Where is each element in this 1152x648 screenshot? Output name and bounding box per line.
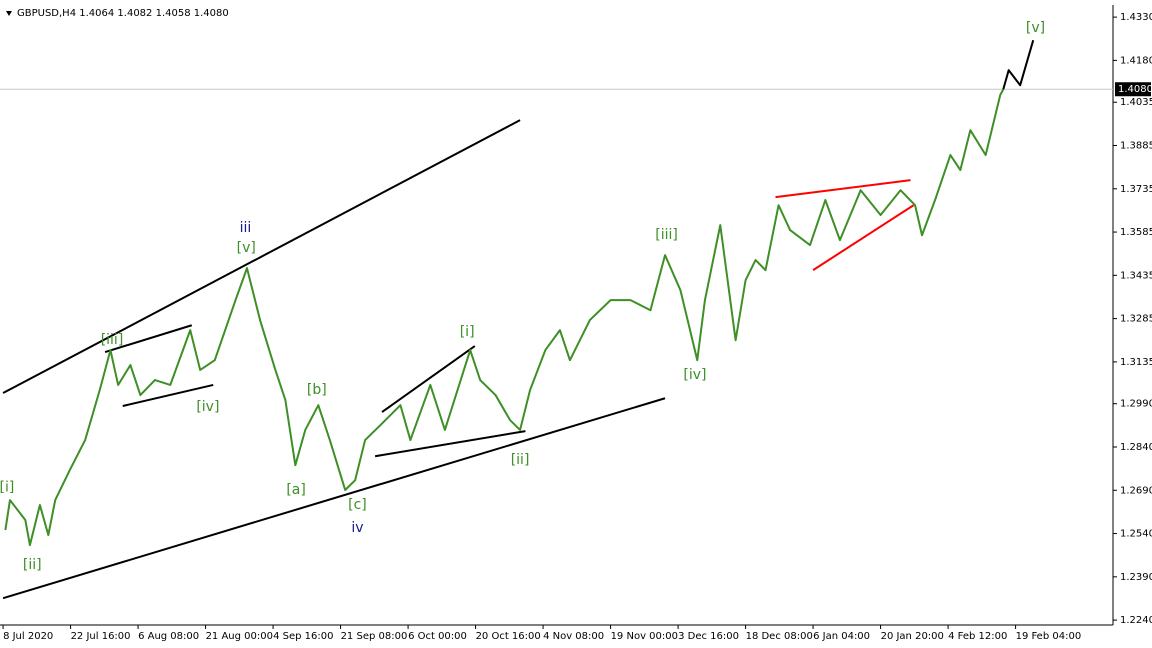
trend-line [2, 119, 521, 394]
x-tick-label: 6 Jan 04:00 [813, 631, 870, 642]
price-line [1002, 39, 1035, 90]
wave-label: [a] [286, 482, 306, 498]
wave-label: iv [351, 520, 363, 536]
x-tick-label: 6 Oct 00:00 [408, 631, 467, 642]
trend-line [812, 204, 915, 271]
y-tick-label: 1.4035 [1120, 97, 1152, 108]
y-tick-label: 1.3735 [1120, 184, 1152, 195]
trend-line [381, 345, 476, 413]
y-tick-label: 1.2540 [1120, 529, 1152, 540]
wave-label: iii [240, 220, 252, 236]
last-price-tag [1115, 82, 1151, 97]
x-tick-label: 3 Dec 16:00 [678, 631, 739, 642]
y-tick-label: 1.4180 [1120, 55, 1152, 66]
wave-label: [c] [348, 497, 367, 513]
y-tick-label: 1.2840 [1120, 442, 1152, 453]
x-tick-label: 4 Feb 12:00 [948, 631, 1007, 642]
price-line [4, 88, 1005, 547]
wave-label: [b] [307, 382, 327, 398]
x-tick-label: 8 Jul 2020 [3, 631, 53, 642]
wave-label: [iii] [655, 227, 678, 243]
wave-label: [v] [237, 240, 256, 256]
y-tick-label: 1.2990 [1120, 399, 1152, 410]
y-tick-label: 1.3285 [1120, 314, 1152, 325]
y-tick-label: 1.2690 [1120, 485, 1152, 496]
last-price-label: 1.4080 [1118, 84, 1152, 95]
y-tick-label: 1.2240 [1120, 615, 1152, 626]
trend-line [374, 430, 526, 458]
y-tick-label: 1.4330 [1120, 12, 1152, 23]
y-tick-label: 1.3885 [1120, 141, 1152, 152]
x-tick-label: 21 Aug 00:00 [206, 631, 273, 642]
chart-title: GBPUSD,H4 1.4064 1.4082 1.4058 1.4080 [17, 8, 229, 19]
wave-label: [iii] [101, 332, 124, 348]
trend-line [775, 179, 911, 199]
x-tick-label: 4 Sep 16:00 [273, 631, 333, 642]
x-tick-label: 20 Oct 16:00 [476, 631, 541, 642]
x-tick-label: 20 Jan 20:00 [881, 631, 944, 642]
wave-label: [iv] [196, 399, 219, 415]
y-tick-label: 1.3585 [1120, 227, 1152, 238]
wave-label: [i] [460, 324, 475, 340]
x-tick-label: 4 Nov 08:00 [543, 631, 604, 642]
x-tick-label: 22 Jul 16:00 [71, 631, 131, 642]
wave-label: [v] [1026, 20, 1045, 36]
x-tick-label: 18 Dec 08:00 [746, 631, 813, 642]
menu-arrow [6, 11, 12, 16]
y-tick-label: 1.3135 [1120, 357, 1152, 368]
x-tick-label: 19 Nov 00:00 [611, 631, 678, 642]
x-tick-label: 6 Aug 08:00 [138, 631, 199, 642]
wave-label: [ii] [511, 452, 530, 468]
wave-label: [i] [0, 479, 14, 495]
y-tick-label: 1.3435 [1120, 270, 1152, 281]
trend-line [122, 383, 214, 407]
x-tick-label: 21 Sep 08:00 [341, 631, 408, 642]
wave-label: [ii] [23, 557, 42, 573]
y-tick-label: 1.2390 [1120, 572, 1152, 583]
trend-line [104, 324, 193, 354]
wave-label: [iv] [683, 367, 706, 383]
x-tick-label: 19 Feb 04:00 [1016, 631, 1082, 642]
trend-line [2, 397, 666, 600]
